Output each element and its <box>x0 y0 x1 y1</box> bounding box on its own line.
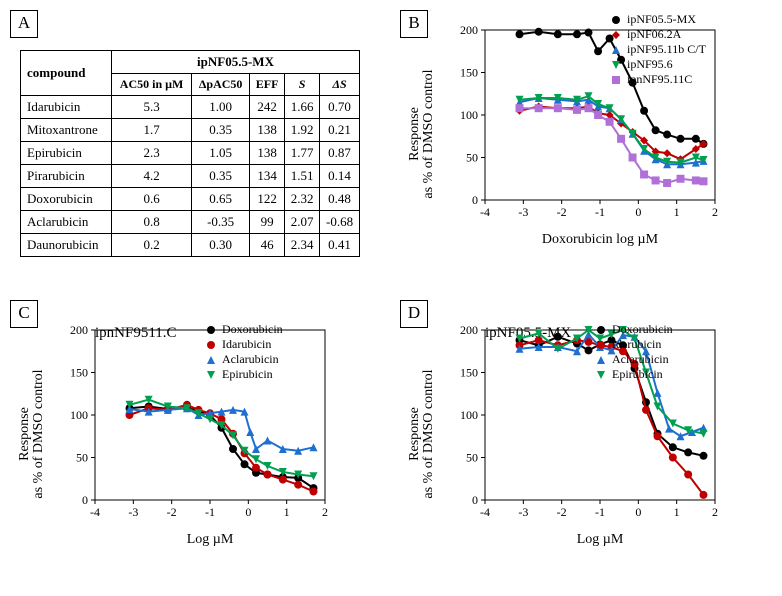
svg-text:200: 200 <box>460 323 478 337</box>
panel-label-a: A <box>10 10 38 38</box>
svg-text:2: 2 <box>322 505 328 519</box>
svg-text:1: 1 <box>674 205 680 219</box>
svg-text:1: 1 <box>674 505 680 519</box>
svg-text:-3: -3 <box>518 505 528 519</box>
panel-label-d: D <box>400 300 428 328</box>
panel-d-xlabel: Log µM <box>550 532 650 548</box>
svg-text:200: 200 <box>70 323 88 337</box>
svg-text:50: 50 <box>466 151 478 165</box>
panel-d-legend: DoxorubicinIdarubicinAclarubicinEpirubic… <box>595 322 673 382</box>
svg-text:150: 150 <box>460 366 478 380</box>
svg-text:-1: -1 <box>205 505 215 519</box>
svg-text:0: 0 <box>635 205 641 219</box>
svg-text:2: 2 <box>712 205 718 219</box>
legend-item: Aclarubicin <box>595 352 673 367</box>
panel-b-legend: ipNF05.5-MXipNF06.2AipNF95.11b C/TipNF95… <box>610 12 706 87</box>
panel-d: D ipNF05.5-MX Responseas % of DMSO contr… <box>400 300 770 580</box>
panel-c-ylabel: Responseas % of DMSO control <box>18 364 46 504</box>
panel-label-c: C <box>10 300 38 328</box>
panel-c-xlabel: Log µM <box>160 532 260 548</box>
svg-text:-2: -2 <box>557 205 567 219</box>
svg-text:2: 2 <box>712 505 718 519</box>
svg-text:-2: -2 <box>167 505 177 519</box>
svg-text:0: 0 <box>245 505 251 519</box>
panel-c-chart: 0 50 100 150 200 -4 -3 -2 -1 0 1 2 <box>45 320 345 535</box>
svg-text:0: 0 <box>472 193 478 207</box>
table-row: Mitoxantrone1.70.351381.920.21 <box>21 119 360 142</box>
svg-text:100: 100 <box>460 108 478 122</box>
svg-text:-1: -1 <box>595 505 605 519</box>
svg-text:100: 100 <box>70 408 88 422</box>
svg-text:0: 0 <box>635 505 641 519</box>
legend-item: ipnNF95.11C <box>610 72 706 87</box>
panel-b: B Responseas % of DMSO control 0 50 100 150… <box>400 10 770 280</box>
panel-b-ylabel: Responseas % of DMSO control <box>408 64 436 204</box>
table-row: Daunorubicin0.20.30462.340.41 <box>21 234 360 257</box>
legend-item: Doxorubicin <box>595 322 673 337</box>
svg-text:-2: -2 <box>557 505 567 519</box>
svg-text:0: 0 <box>82 493 88 507</box>
legend-item: ipNF05.5-MX <box>610 12 706 27</box>
table-row: Pirarubicin4.20.351341.510.14 <box>21 165 360 188</box>
panel-d-chart: 0 50 100 150 200 -4 -3 -2 -1 0 1 2 <box>435 320 735 535</box>
legend-item: ipNF95.6 <box>610 57 706 72</box>
legend-item: ipNF06.2A <box>610 27 706 42</box>
svg-text:-3: -3 <box>518 205 528 219</box>
svg-text:-4: -4 <box>480 205 490 219</box>
svg-text:-4: -4 <box>90 505 100 519</box>
panel-c: C ipnNF9511.C Responseas % of DMSO contr… <box>10 300 380 580</box>
legend-item: Doxorubicin <box>205 322 283 337</box>
svg-text:50: 50 <box>466 451 478 465</box>
panel-label-b: B <box>400 10 428 38</box>
panel-d-ylabel: Responseas % of DMSO control <box>408 364 436 504</box>
svg-text:-3: -3 <box>128 505 138 519</box>
svg-text:200: 200 <box>460 23 478 37</box>
panel-c-legend: DoxorubicinIdarubicinAclarubicinEpirubic… <box>205 322 283 382</box>
legend-item: Epirubicin <box>205 367 283 382</box>
panel-a: A compoundipNF05.5-MXAC50 in µMΔpAC50EFF… <box>10 10 380 280</box>
table-row: Epirubicin2.31.051381.770.87 <box>21 142 360 165</box>
legend-item: Idarubicin <box>205 337 283 352</box>
svg-text:0: 0 <box>472 493 478 507</box>
svg-text:-1: -1 <box>595 205 605 219</box>
table-row: Aclarubicin0.8-0.35992.07-0.68 <box>21 211 360 234</box>
panel-a-table: compoundipNF05.5-MXAC50 in µMΔpAC50EFFSΔ… <box>20 50 360 257</box>
panel-b-xlabel: Doxorubicin log µM <box>520 232 680 248</box>
svg-text:-4: -4 <box>480 505 490 519</box>
legend-item: Epirubicin <box>595 367 673 382</box>
legend-item: ipNF95.11b C/T <box>610 42 706 57</box>
legend-item: Idarubicin <box>595 337 673 352</box>
svg-text:1: 1 <box>284 505 290 519</box>
table-row: Doxorubicin0.60.651222.320.48 <box>21 188 360 211</box>
table-row: Idarubicin5.31.002421.660.70 <box>21 96 360 119</box>
svg-text:50: 50 <box>76 451 88 465</box>
legend-item: Aclarubicin <box>205 352 283 367</box>
svg-text:150: 150 <box>460 66 478 80</box>
svg-text:100: 100 <box>460 408 478 422</box>
svg-text:150: 150 <box>70 366 88 380</box>
